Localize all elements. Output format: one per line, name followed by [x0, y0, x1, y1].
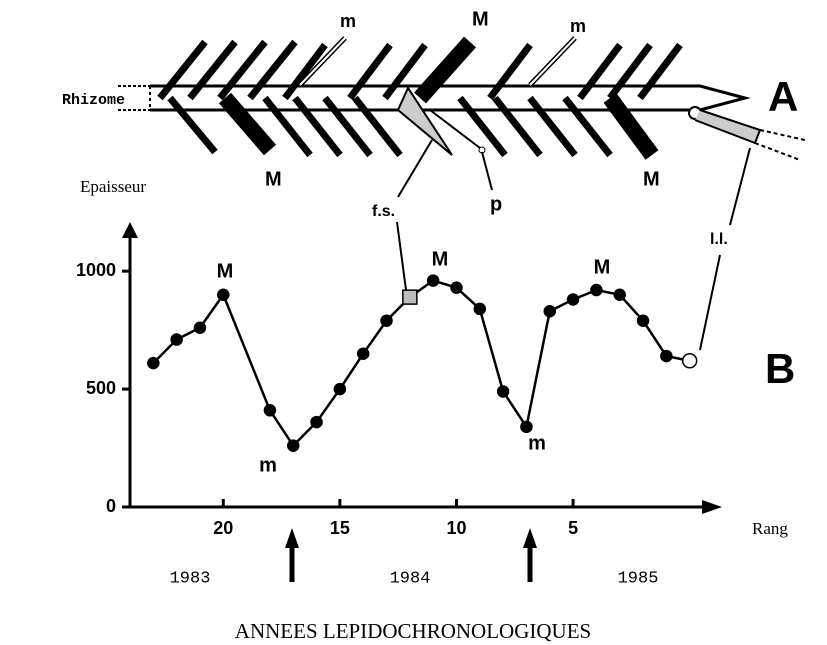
x-axis-arrow — [702, 500, 722, 514]
point — [613, 288, 626, 301]
label: p — [490, 193, 502, 215]
label: l.l. — [710, 231, 728, 248]
point — [660, 349, 673, 363]
point — [402, 289, 418, 305]
x-tick-label: 20 — [213, 518, 233, 538]
point — [566, 293, 580, 306]
point — [473, 302, 487, 316]
label: m — [570, 16, 586, 36]
rhizome-label: Rhizome — [62, 92, 125, 109]
point — [543, 305, 557, 318]
point — [193, 321, 207, 335]
label: M — [643, 168, 660, 190]
point — [380, 314, 393, 327]
y-axis-arrow — [122, 222, 138, 238]
year-arrows — [285, 528, 537, 582]
year: 1984 — [390, 569, 431, 588]
x-axis-label: Rang — [752, 519, 788, 538]
point — [263, 404, 277, 417]
y-tick-label: 500 — [86, 378, 116, 398]
annotation: M — [432, 248, 449, 270]
rhizome-diagram: Rhizome A m M m M M f.s. p l.l. — [62, 8, 806, 351]
panel-label: B — [765, 345, 795, 392]
point — [356, 347, 370, 360]
label: M — [472, 8, 489, 30]
point — [170, 333, 183, 346]
year: 1985 — [618, 569, 659, 588]
point — [286, 439, 300, 452]
point — [147, 356, 160, 370]
x-tick-label: 10 — [446, 518, 466, 538]
point — [217, 288, 230, 301]
point — [310, 415, 323, 429]
point — [590, 283, 603, 297]
data-line — [152, 279, 690, 448]
panel-label: A — [768, 73, 798, 120]
point — [450, 281, 463, 294]
point — [426, 274, 440, 287]
label: M — [265, 168, 282, 190]
label: f.s. — [372, 203, 395, 220]
point — [520, 420, 533, 434]
y-tick-label: 0 — [106, 496, 116, 516]
annotation: m — [528, 432, 546, 454]
y-axis-label: Epaisseur — [80, 177, 146, 196]
annotation: M — [217, 260, 234, 282]
point — [496, 385, 510, 398]
y-tick-label: 1000 — [76, 260, 116, 280]
point — [681, 353, 698, 369]
x-tick-label: 5 — [568, 518, 578, 538]
point — [636, 314, 650, 327]
annotation: M — [594, 256, 611, 278]
year: 1983 — [170, 569, 211, 588]
x-tick-label: 15 — [330, 518, 350, 538]
footer-title: ANNEES LEPIDOCHRONOLOGIQUES — [235, 619, 591, 643]
point — [333, 382, 347, 396]
label: m — [340, 11, 356, 31]
annotation: m — [259, 454, 277, 476]
